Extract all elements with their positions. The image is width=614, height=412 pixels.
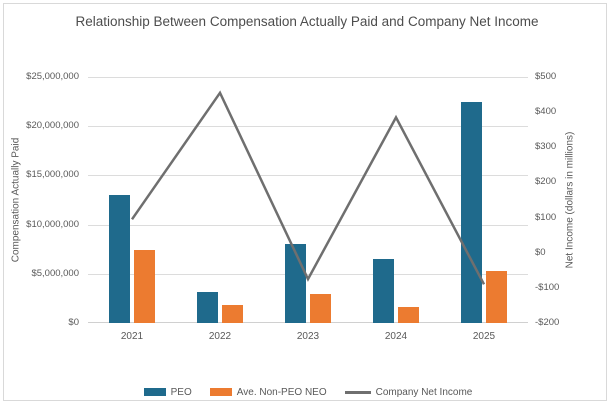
left-tick-label: $10,000,000 bbox=[26, 218, 79, 230]
x-tick-label-2021: 2021 bbox=[120, 331, 144, 342]
legend-swatch-icon bbox=[209, 388, 232, 396]
left-axis-title: Compensation Actually Paid bbox=[10, 137, 22, 263]
x-tick-label-2024: 2024 bbox=[384, 331, 408, 342]
bar-peo-2025 bbox=[460, 101, 482, 323]
bar-ave-non-peo-neo-2021 bbox=[133, 250, 155, 323]
bar-peo-2022 bbox=[196, 291, 218, 323]
bar-ave-non-peo-neo-2023 bbox=[309, 293, 331, 323]
bar-peo-2023 bbox=[284, 244, 306, 323]
legend-label: Company Net Income bbox=[375, 386, 473, 398]
left-tick-label: $0 bbox=[68, 317, 79, 328]
left-tick-label: $5,000,000 bbox=[31, 267, 79, 279]
bar-ave-non-peo-neo-2025 bbox=[485, 270, 507, 323]
x-tick-label-2023: 2023 bbox=[296, 331, 320, 342]
plot-area bbox=[88, 77, 528, 323]
gridline bbox=[88, 77, 528, 78]
legend-swatch-icon bbox=[143, 388, 166, 396]
right-tick-label: $200 bbox=[535, 176, 557, 188]
left-tick-label: $20,000,000 bbox=[26, 120, 79, 132]
right-tick-label: $100 bbox=[535, 211, 557, 223]
left-tick-label: $15,000,000 bbox=[26, 169, 79, 181]
legend-item-company-net-income: Company Net Income bbox=[344, 386, 473, 398]
bar-peo-2024 bbox=[372, 259, 394, 323]
legend-label: Ave. Non-PEO NEO bbox=[236, 386, 327, 398]
chart-title: Relationship Between Compensation Actual… bbox=[75, 14, 539, 29]
right-tick-label: -$100 bbox=[535, 281, 560, 293]
x-tick-label-2025: 2025 bbox=[472, 331, 496, 342]
right-tick-label: $500 bbox=[535, 71, 557, 82]
bar-ave-non-peo-neo-2022 bbox=[221, 305, 243, 323]
legend-label: PEO bbox=[170, 386, 192, 398]
x-tick-label-2022: 2022 bbox=[208, 331, 232, 342]
legend-line-swatch-icon bbox=[344, 390, 371, 394]
legend-item-ave-non-peo-neo: Ave. Non-PEO NEO bbox=[209, 386, 327, 398]
legend-item-peo: PEO bbox=[143, 386, 192, 398]
right-tick-label: -$200 bbox=[535, 317, 560, 328]
company-net-income-line bbox=[130, 90, 486, 285]
right-tick-label: $400 bbox=[535, 106, 557, 118]
left-tick-label: $25,000,000 bbox=[26, 71, 79, 82]
x-axis-line bbox=[88, 322, 528, 323]
legend: PEO Ave. Non-PEO NEO Company Net Income bbox=[88, 384, 528, 400]
bar-ave-non-peo-neo-2024 bbox=[397, 307, 419, 323]
right-tick-label: $300 bbox=[535, 141, 557, 153]
right-tick-label: $0 bbox=[535, 246, 546, 258]
bar-peo-2021 bbox=[108, 195, 130, 323]
